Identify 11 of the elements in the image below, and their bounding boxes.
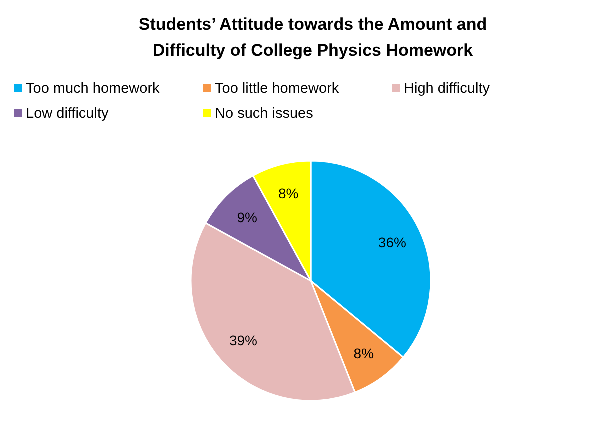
data-label: 8%: [278, 186, 299, 202]
legend-label: Low difficulty: [26, 106, 110, 122]
legend-label: Too little homework: [215, 81, 340, 97]
legend-label: No such issues: [215, 106, 314, 122]
data-label: 8%: [354, 346, 374, 362]
data-label: 36%: [378, 234, 406, 251]
legend-label: High difficulty: [404, 81, 491, 97]
chart-title: Students’ Attitude towards the Amount and Difficulty of College Physics Homework: [138, 15, 488, 60]
legend-label: Too much homework: [26, 81, 161, 97]
data-label: 39%: [229, 332, 258, 348]
data-label: 9%: [237, 209, 258, 226]
